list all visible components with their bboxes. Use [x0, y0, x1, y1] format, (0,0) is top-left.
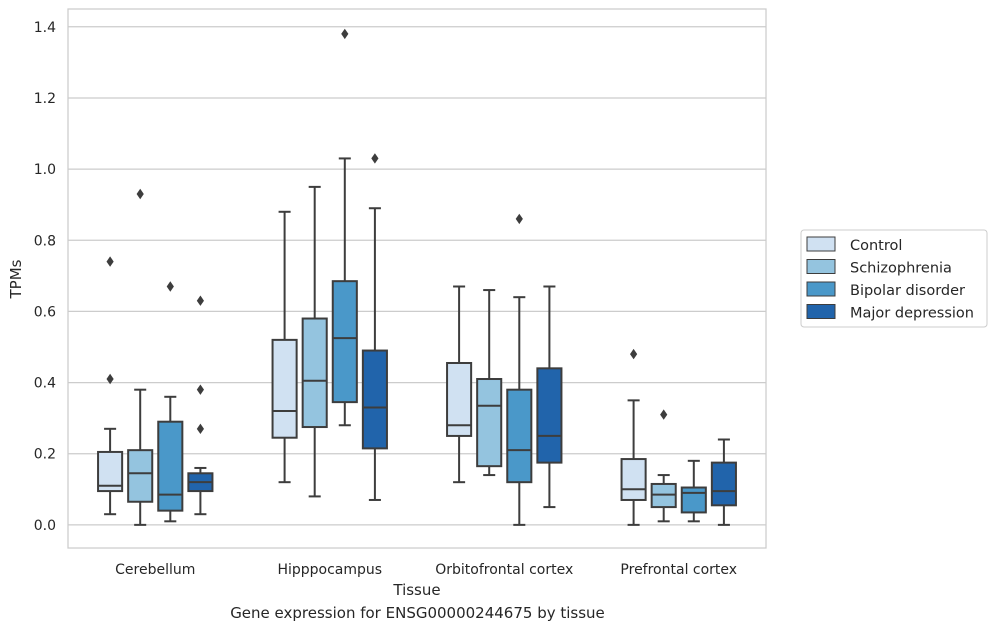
box-body	[331, 280, 358, 404]
y-tick-label: 1.0	[34, 162, 56, 178]
outlier-point	[515, 213, 523, 225]
box-1-0	[271, 210, 298, 484]
x-tick-label: Hipppocampus	[277, 562, 382, 578]
legend-label: Bipolar disorder	[850, 283, 965, 299]
box-body	[536, 367, 563, 464]
outlier-point	[660, 409, 668, 420]
box-body	[710, 461, 737, 507]
box-groups	[97, 28, 737, 526]
box-2-0	[446, 285, 473, 484]
outlier-point	[136, 188, 144, 200]
x-tick-label: Prefrontal cortex	[620, 562, 737, 578]
box-1-1	[301, 185, 328, 498]
box-body	[301, 317, 328, 429]
outlier-point	[196, 423, 205, 435]
box-body	[361, 349, 388, 450]
legend-frame	[800, 229, 988, 328]
outlier-point	[371, 153, 379, 164]
y-axis-label: TPMs	[7, 259, 25, 299]
plot-frame	[67, 8, 767, 549]
legend-swatch	[806, 281, 836, 297]
box-0-1	[127, 188, 154, 526]
box-0-3	[187, 295, 214, 516]
x-tick-label: Orbitofrontal cortex	[435, 562, 573, 578]
legend-label: Major depression	[850, 306, 974, 322]
legend-swatch	[806, 304, 836, 319]
y-tick-label: 1.4	[34, 20, 56, 36]
box-body	[271, 338, 298, 439]
box-3-3	[710, 438, 737, 526]
legend-label: Control	[850, 238, 902, 254]
box-body	[446, 361, 473, 437]
outlier-point	[106, 256, 114, 267]
box-1-3	[361, 153, 388, 501]
y-tick-label: 0.8	[34, 233, 56, 249]
outlier-point	[106, 373, 114, 385]
legend-label: Schizophrenia	[850, 261, 952, 277]
y-tick-label: 0.2	[34, 447, 56, 463]
outlier-point	[196, 384, 205, 395]
box-body	[680, 486, 707, 514]
x-tick-labels: Cerebellum Hipppocampus Orbitofrontal cort…	[115, 562, 737, 578]
outlier-point	[166, 281, 174, 292]
box-body	[506, 388, 533, 484]
box-0-2	[157, 281, 184, 523]
box-body	[97, 450, 124, 493]
box-2-1	[476, 289, 503, 477]
legend-swatch	[806, 259, 836, 274]
box-body	[620, 458, 647, 501]
y-tick-label: 0.0	[34, 518, 56, 534]
box-body	[127, 449, 154, 503]
y-tick-label: 0.6	[34, 304, 56, 320]
outlier-point	[341, 28, 349, 40]
x-tick-label: Cerebellum	[115, 562, 195, 578]
y-tick-label: 0.4	[34, 376, 56, 392]
box-body	[157, 420, 184, 512]
legend-swatch	[806, 236, 836, 252]
y-tick-label: 1.2	[34, 91, 56, 107]
box-3-2	[680, 459, 707, 523]
box-3-1	[650, 409, 677, 523]
box-2-3	[536, 285, 563, 509]
legend: Control Schizophrenia Bipolar disorder Majo…	[800, 229, 988, 328]
figure-caption: Gene expression for ENSG00000244675 by t…	[230, 604, 605, 622]
box-3-0	[620, 348, 647, 526]
box-0-0	[97, 256, 124, 516]
y-tick-labels: 0.0 0.2 0.4 0.6 0.8 1.0 1.2 1.4	[34, 20, 56, 534]
box-1-2	[331, 28, 358, 427]
x-axis-label: Tissue	[392, 581, 440, 599]
outlier-point	[196, 295, 205, 306]
box-body	[476, 378, 503, 468]
y-gridlines	[68, 26, 766, 526]
box-2-2	[506, 213, 533, 526]
outlier-point	[629, 348, 638, 360]
